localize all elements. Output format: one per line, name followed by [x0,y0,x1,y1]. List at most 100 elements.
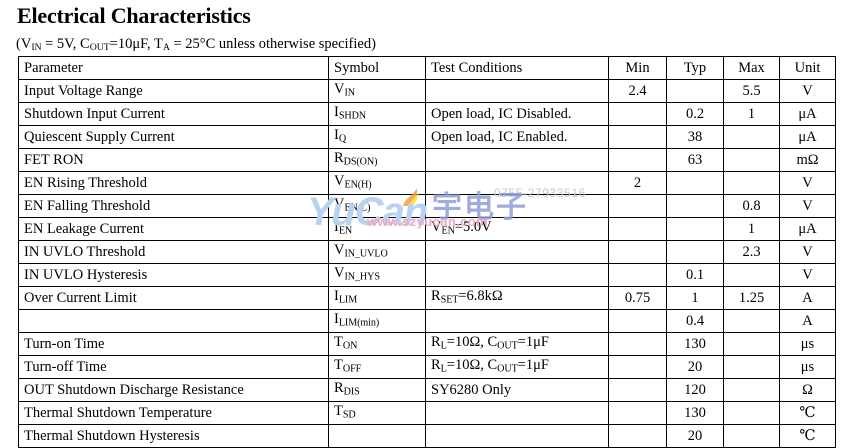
symbol-base: T [334,402,343,419]
page-title: Electrical Characteristics [17,3,251,28]
cell-test-conditions [425,240,609,264]
symbol-base: V [334,264,345,281]
cell-parameter: Input Voltage Range [18,79,329,103]
symbol-subscript: SHDN [338,110,367,122]
condition-after: =10Ω, C [446,356,498,373]
note-cout-subscript: OUT [89,42,110,54]
cell-typ [666,240,724,264]
cell-test-conditions [425,263,609,287]
cell-symbol: VIN [328,79,426,103]
cell-symbol: ILIM [328,286,426,310]
cell-symbol: RDS(ON) [328,148,426,172]
cell-unit: ℃ [779,401,836,425]
cell-symbol: VIN_HYS [328,263,426,287]
cell-typ: 1 [666,286,724,310]
condition-after: =10Ω, C [446,333,498,350]
note-after-cout: =10μF, T [109,36,163,52]
cell-parameter: Thermal Shutdown Temperature [18,401,329,425]
cell-parameter: EN Falling Threshold [18,194,329,218]
header-typ: Typ [666,56,724,80]
cell-min [608,378,667,402]
cell-test-conditions [425,309,609,333]
cell-symbol: VEN(L) [328,194,426,218]
symbol-subscript: DIS [343,386,360,398]
cell-typ: 130 [666,332,724,356]
cell-min [608,217,667,241]
datasheet-page: Electrical Characteristics (VIN = 5V, CO… [16,3,836,448]
table-row: Shutdown Input Current ISHDN Open load, IC… [18,102,836,126]
cell-typ [666,194,724,218]
cell-min [608,148,667,172]
cell-typ [666,171,724,195]
symbol-subscript: EN(L) [344,202,371,214]
symbol-subscript: IN_HYS [344,271,380,283]
cell-typ [666,217,724,241]
cell-unit: V [779,171,836,195]
cell-test-conditions: RL=10Ω, COUT=1μF [425,355,609,379]
table-row: ILIM(min) 0.4 A [18,309,836,333]
symbol-base: I [334,126,339,143]
cell-symbol: TOFF [328,355,426,379]
cell-parameter: EN Leakage Current [18,217,329,241]
cell-symbol: ILIM(min) [328,309,426,333]
condition-after: =5.0V [454,218,492,235]
cell-min [608,194,667,218]
cell-unit: μA [779,102,836,126]
cell-unit: V [779,240,836,264]
symbol-base: I [334,218,339,235]
condition-base: V [431,218,442,235]
condition-subscript-2: OUT [497,363,518,375]
cell-max: 2.3 [723,240,780,264]
condition-base: R [431,287,441,304]
cell-test-conditions [425,401,609,425]
symbol-subscript: EN(H) [344,179,372,191]
table-row: FET RON RDS(ON) 63 mΩ [18,148,836,172]
symbol-base: R [334,379,344,396]
cell-unit: μs [779,355,836,379]
cell-min [608,332,667,356]
cell-unit: A [779,286,836,310]
cell-min [608,401,667,425]
cell-parameter: FET RON [18,148,329,172]
cell-max [723,148,780,172]
cell-max [723,125,780,149]
cell-max [723,332,780,356]
table-row: Turn-on Time TON RL=10Ω, COUT=1μF 130 μs [18,332,836,356]
condition-subscript-2: OUT [497,340,518,352]
symbol-base: V [334,172,345,189]
cell-min [608,309,667,333]
symbol-subscript: ON [342,340,358,352]
cell-typ: 20 [666,424,724,448]
table-row: EN Rising Threshold VEN(H) 2 V [18,171,836,195]
cell-test-conditions: RSET=6.8kΩ [425,286,609,310]
table-row: Turn-off Time TOFF RL=10Ω, COUT=1μF 20 μs [18,355,836,379]
cell-parameter: Over Current Limit [18,286,329,310]
symbol-subscript: OFF [342,363,362,375]
condition-base: SY6280 Only [431,382,512,398]
cell-parameter: Quiescent Supply Current [18,125,329,149]
cell-max [723,378,780,402]
table-body: Parameter Symbol Test Conditions Min Typ… [18,56,836,448]
cell-unit: A [779,309,836,333]
cell-typ: 0.2 [666,102,724,126]
cell-min [608,240,667,264]
cell-parameter: Thermal Shutdown Hysteresis [18,424,329,448]
cell-typ: 38 [666,125,724,149]
cell-symbol: IQ [328,125,426,149]
symbol-subscript: Q [338,133,347,145]
cell-symbol: TON [328,332,426,356]
cell-unit: μA [779,125,836,149]
symbol-base: I [334,103,339,120]
cell-min: 0.75 [608,286,667,310]
note-after-ta: = 25°C unless otherwise specified) [169,36,376,52]
cell-min [608,125,667,149]
table-row: Thermal Shutdown Hysteresis 20 ℃ [18,424,836,448]
cell-symbol: VEN(H) [328,171,426,195]
symbol-base: T [334,356,343,373]
symbol-base: R [334,149,344,166]
cell-parameter: Turn-off Time [18,355,329,379]
symbol-base: V [334,241,345,258]
condition-base: Open load, IC Enabled. [431,129,568,145]
cell-min [608,102,667,126]
cell-test-conditions [425,148,609,172]
